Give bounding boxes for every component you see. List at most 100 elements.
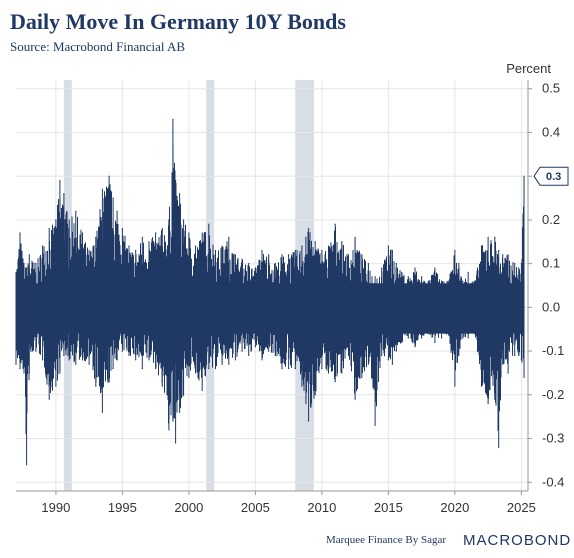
series-trough-point-75 (458, 354, 460, 357)
series-peak-point-88 (523, 175, 525, 177)
x-tick-label-1: 1995 (108, 500, 137, 515)
footer-text: Marquee Finance By Sagar (326, 534, 446, 546)
series-trough-point-54 (327, 372, 330, 374)
series-peak-point-56 (341, 241, 343, 243)
series-peak-point-17 (108, 175, 110, 177)
series-trough-point-39 (234, 359, 237, 361)
series-trough-point-78 (474, 332, 476, 335)
x-tick-label-4: 2010 (307, 500, 336, 515)
series-peak-point-85 (514, 263, 516, 265)
series-trough-point-70 (427, 332, 429, 335)
series-peak-point-12 (75, 210, 77, 212)
series-trough-point-65 (395, 350, 397, 352)
series-trough-point-42 (254, 346, 256, 348)
series-trough-point-69 (421, 337, 423, 339)
series-trough-point-73 (447, 332, 449, 335)
series-peak-point-54 (327, 245, 330, 247)
series-trough-point-23 (141, 367, 143, 370)
series-trough-point-4 (28, 372, 30, 374)
y-tick-label-1: 0.4 (542, 124, 560, 139)
y-tick-label-8: -0.3 (542, 431, 564, 446)
series-peak-point-49 (301, 245, 303, 247)
series-trough-point-77 (467, 337, 469, 339)
series-peak-point-35 (208, 223, 210, 225)
series-trough-point-2 (23, 372, 25, 374)
series-trough-point-31 (182, 394, 185, 396)
series-trough-point-14 (88, 363, 90, 365)
series-trough-point-19 (116, 359, 118, 361)
series-peak-point-15 (95, 236, 97, 239)
unit-label: Percent (506, 61, 551, 76)
series-peak-point-9 (59, 179, 61, 182)
series-trough-point-15 (95, 385, 97, 387)
series-peak-point-19 (116, 210, 118, 212)
series-peak-point-5 (35, 263, 37, 265)
series-peak-point-69 (421, 276, 423, 278)
series-peak-point-7 (48, 228, 50, 230)
series-peak-point-21 (128, 245, 130, 247)
series-peak-point-4 (28, 254, 30, 256)
series-peak-point-34 (201, 232, 203, 234)
series-peak-point-66 (401, 271, 403, 273)
series-trough-point-46 (281, 367, 283, 370)
series-trough-point-35 (208, 367, 210, 370)
series-trough-point-56 (341, 372, 343, 374)
series-peak-point-25 (155, 232, 157, 234)
series-peak-point-10 (63, 193, 65, 195)
series-trough-point-74 (454, 385, 456, 387)
series-peak-point-51 (307, 228, 310, 230)
series-trough-point-52 (314, 394, 316, 396)
series-peak-point-32 (188, 232, 190, 234)
series-trough-point-79 (480, 385, 483, 387)
series-trough-point-21 (128, 354, 130, 357)
series-peak-point-80 (487, 236, 489, 239)
series-peak-point-43 (261, 249, 263, 252)
series-peak-point-52 (314, 241, 316, 243)
series-trough-point-40 (241, 350, 243, 352)
series-trough-point-85 (514, 354, 516, 357)
series-trough-point-84 (507, 372, 509, 374)
y-tick-label-5: 0.0 (542, 299, 560, 314)
series-peak-point-26 (161, 228, 163, 230)
series-peak-point-59 (361, 254, 363, 256)
series-peak-point-11 (68, 219, 70, 221)
series-peak-point-44 (268, 254, 270, 256)
series-peak-point-81 (494, 236, 496, 239)
series-peak-point-18 (112, 197, 114, 199)
series-trough-point-11 (68, 359, 70, 361)
series-trough-point-12 (75, 363, 77, 365)
series-peak-point-72 (440, 280, 443, 282)
series-peak-point-20 (121, 228, 123, 230)
series-trough-point-62 (381, 354, 383, 357)
series-trough-point-17 (108, 381, 110, 383)
series-trough-point-68 (414, 346, 416, 348)
series-trough-point-25 (155, 367, 157, 370)
series-trough-point-76 (462, 337, 464, 339)
series-trough-point-3 (26, 464, 28, 466)
y-tick-label-3: 0.2 (542, 212, 560, 227)
series-peak-point-65 (395, 263, 397, 265)
series-trough-point-64 (391, 363, 393, 365)
series-peak-point-78 (474, 280, 476, 282)
y-tick-label-4: 0.1 (542, 256, 560, 271)
series-peak-point-60 (367, 263, 370, 265)
series-peak-point-23 (141, 236, 143, 239)
series-peak-point-16 (101, 188, 104, 190)
series-trough-point-28 (172, 420, 174, 422)
series-peak-point-71 (434, 267, 436, 269)
series-trough-point-29 (174, 442, 177, 444)
series-trough-point-7 (48, 398, 50, 400)
series-trough-point-22 (135, 359, 137, 361)
series-trough-point-81 (494, 398, 496, 400)
series-trough-point-10 (63, 354, 65, 357)
last-value-callout: 0.3 (533, 166, 569, 186)
y-tick-label-9: -0.4 (542, 474, 564, 489)
series-peak-point-74 (454, 249, 456, 252)
series-peak-point-22 (135, 249, 137, 252)
series-peak-point-47 (288, 254, 290, 256)
series-trough-point-41 (248, 354, 250, 357)
series-peak-point-87 (520, 263, 522, 265)
series-trough-point-9 (59, 372, 61, 374)
series-peak-point-68 (414, 267, 416, 269)
series-peak-point-3 (26, 267, 28, 269)
